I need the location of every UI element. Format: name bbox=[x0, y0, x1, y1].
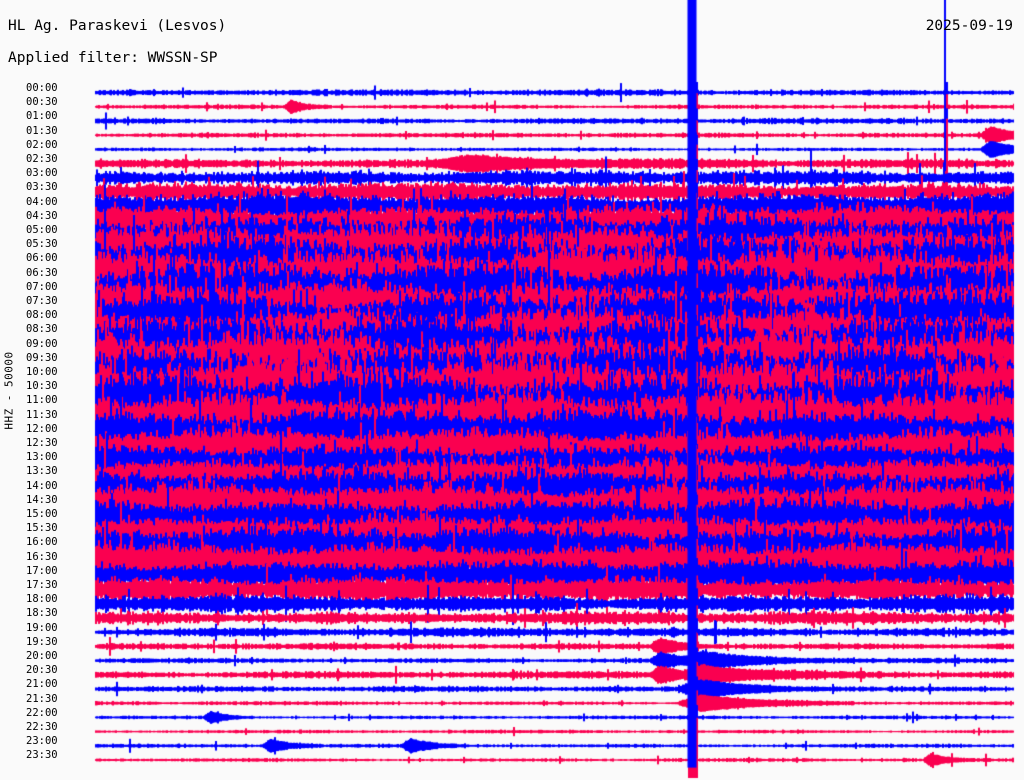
applied-filter-label: Applied filter: WWSSN-SP bbox=[8, 50, 218, 66]
time-axis-tick: 12:00 bbox=[26, 422, 58, 435]
time-axis-tick: 21:00 bbox=[26, 678, 58, 691]
time-axis-tick: 23:00 bbox=[26, 735, 58, 748]
time-axis-tick: 22:00 bbox=[26, 706, 58, 719]
time-axis-tick: 22:30 bbox=[26, 721, 58, 733]
time-axis-tick: 20:30 bbox=[26, 664, 58, 677]
time-axis-tick: 12:30 bbox=[26, 437, 58, 449]
time-axis-tick: 00:30 bbox=[26, 96, 58, 109]
time-axis-tick: 09:30 bbox=[26, 351, 58, 364]
station-title: HL Ag. Paraskevi (Lesvos) bbox=[8, 18, 227, 34]
time-axis-tick: 17:30 bbox=[26, 579, 58, 591]
time-axis-tick: 08:30 bbox=[26, 323, 58, 336]
time-axis-tick: 16:00 bbox=[26, 536, 58, 549]
time-axis-tick: 21:30 bbox=[26, 692, 58, 705]
time-axis-tick: 19:00 bbox=[26, 621, 58, 634]
time-axis-tick: 10:30 bbox=[26, 380, 58, 393]
time-axis-tick: 03:00 bbox=[26, 167, 58, 180]
time-axis-tick: 11:00 bbox=[26, 394, 58, 407]
time-axis-tick: 07:30 bbox=[26, 295, 58, 307]
time-axis-tick: 20:00 bbox=[26, 650, 58, 662]
time-axis-tick: 15:30 bbox=[26, 522, 58, 535]
time-axis-tick: 01:00 bbox=[26, 110, 58, 123]
time-axis-tick: 11:30 bbox=[26, 408, 58, 421]
time-axis-tick: 04:30 bbox=[26, 209, 58, 222]
record-date-label: 2025-09-19 bbox=[925, 18, 1013, 34]
time-axis: 00:00 00:30 01:00 01:30 02:00 02:30 03:00 03:30… bbox=[26, 82, 92, 772]
time-axis-tick: 13:00 bbox=[26, 451, 58, 464]
time-axis-tick: 09:00 bbox=[26, 337, 58, 350]
time-axis-tick: 02:30 bbox=[26, 153, 58, 165]
time-axis-tick: 03:30 bbox=[26, 181, 58, 194]
time-axis-tick: 07:00 bbox=[26, 280, 58, 293]
time-axis-tick: 01:30 bbox=[26, 124, 58, 137]
time-axis-tick: 16:30 bbox=[26, 550, 58, 563]
time-axis-tick: 19:30 bbox=[26, 635, 58, 648]
time-axis-tick: 18:00 bbox=[26, 593, 58, 606]
time-axis-tick: 17:00 bbox=[26, 564, 58, 577]
time-axis-tick: 04:00 bbox=[26, 195, 58, 208]
time-axis-tick: 05:30 bbox=[26, 238, 58, 251]
time-axis-tick: 08:00 bbox=[26, 309, 58, 322]
time-axis-tick: 13:30 bbox=[26, 465, 58, 478]
time-axis-tick: 05:00 bbox=[26, 224, 58, 236]
time-axis-tick: 00:00 bbox=[26, 82, 58, 94]
time-axis-tick: 15:00 bbox=[26, 508, 58, 520]
time-axis-tick: 14:00 bbox=[26, 479, 58, 492]
time-axis-tick: 06:00 bbox=[26, 252, 58, 265]
time-axis-tick: 18:30 bbox=[26, 607, 58, 620]
time-axis-tick: 06:30 bbox=[26, 266, 58, 279]
time-axis-tick: 10:00 bbox=[26, 366, 58, 378]
time-axis-tick: 23:30 bbox=[26, 749, 58, 762]
time-axis-tick: 02:00 bbox=[26, 138, 58, 151]
time-axis-tick: 14:30 bbox=[26, 493, 58, 506]
